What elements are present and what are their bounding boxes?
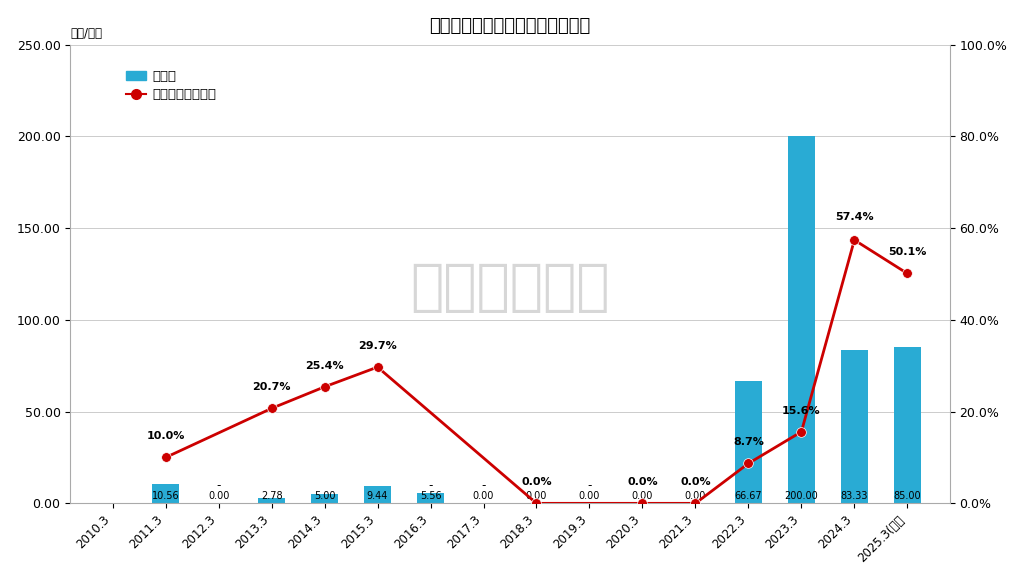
Bar — [894, 347, 921, 503]
Text: 0.0%: 0.0% — [680, 477, 711, 487]
Text: 0.00: 0.00 — [208, 490, 229, 501]
Text: 0.00: 0.00 — [685, 490, 707, 501]
Text: 50.1%: 50.1% — [888, 248, 927, 257]
Text: 0.0%: 0.0% — [521, 477, 552, 487]
Bar — [311, 494, 338, 503]
Text: （円/株）: （円/株） — [71, 27, 102, 40]
Text: 9.44: 9.44 — [367, 490, 388, 501]
Text: 森の投資教室: 森の投資教室 — [411, 261, 609, 315]
Text: 83.33: 83.33 — [841, 490, 868, 501]
Text: 20.7%: 20.7% — [252, 382, 291, 392]
Text: 10.0%: 10.0% — [146, 432, 184, 442]
Text: 85.00: 85.00 — [894, 490, 922, 501]
Text: 29.7%: 29.7% — [358, 341, 397, 351]
Text: 8.7%: 8.7% — [733, 437, 764, 447]
Bar — [258, 498, 285, 503]
Text: 5.00: 5.00 — [313, 490, 335, 501]
Text: -: - — [428, 479, 433, 492]
Title: 「配当金」・「配当性向」の推移: 「配当金」・「配当性向」の推移 — [429, 17, 591, 35]
Text: 0.00: 0.00 — [632, 490, 653, 501]
Text: 0.00: 0.00 — [579, 490, 600, 501]
Bar — [788, 137, 815, 503]
Bar — [735, 381, 762, 503]
Text: 200.00: 200.00 — [784, 490, 818, 501]
Text: 25.4%: 25.4% — [305, 361, 344, 371]
Legend: 配当金, 配当性向（右軸）: 配当金, 配当性向（右軸） — [121, 65, 222, 107]
Text: 5.56: 5.56 — [420, 490, 441, 501]
Text: 10.56: 10.56 — [152, 490, 179, 501]
Bar — [841, 350, 867, 503]
Text: 0.0%: 0.0% — [627, 477, 657, 487]
Text: -: - — [588, 479, 592, 492]
Text: 0.00: 0.00 — [473, 490, 495, 501]
Text: 2.78: 2.78 — [261, 490, 283, 501]
Text: -: - — [216, 479, 221, 492]
Bar — [418, 493, 443, 503]
Text: -: - — [481, 479, 485, 492]
Bar — [153, 484, 179, 503]
Text: 15.6%: 15.6% — [782, 406, 820, 416]
Bar — [365, 486, 391, 503]
Text: 0.00: 0.00 — [525, 490, 547, 501]
Text: 66.67: 66.67 — [734, 490, 762, 501]
Text: 57.4%: 57.4% — [835, 211, 873, 221]
